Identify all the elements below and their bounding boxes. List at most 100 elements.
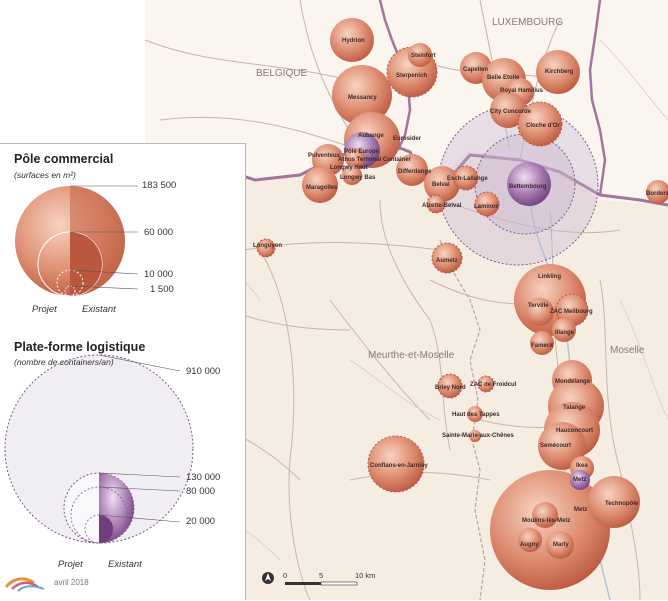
north-arrow-glyph xyxy=(265,573,271,581)
pole-sainte-marie xyxy=(469,430,481,442)
scale-tick-0: 0 xyxy=(283,571,287,580)
label-steinfort: Steinfort xyxy=(411,53,436,59)
label-technopole: Technopôle xyxy=(605,501,639,507)
agape-logo xyxy=(4,577,45,592)
legend-logistics-title: Plate-forme logistique xyxy=(14,340,146,354)
pole-fameck xyxy=(530,331,554,355)
label-bettembourg: Bettembourg xyxy=(509,184,547,190)
label-illange: Illange xyxy=(555,330,575,336)
country-luxembourg: LUXEMBOURG xyxy=(492,17,563,28)
label-city-concorde: City Concorde xyxy=(490,109,532,115)
label-fameck: Fameck xyxy=(531,343,554,349)
pole-metz xyxy=(490,470,610,590)
pole-city-concorde xyxy=(490,92,526,128)
label-cloche-dor: Cloche d'Or xyxy=(526,123,560,129)
pole-marly xyxy=(546,531,574,559)
pole-technopole xyxy=(588,476,640,528)
legend-commercial-title: Pôle commercial xyxy=(14,152,114,166)
legend-graphics xyxy=(4,185,194,544)
commercial-poles xyxy=(256,18,668,590)
label-briey-nord: Briey Nord xyxy=(435,385,466,391)
pole-terville xyxy=(526,298,554,326)
pole-cloche-dor xyxy=(517,101,563,147)
scale-bar: 0 5 10 km xyxy=(283,571,375,586)
pole-kirchberg xyxy=(536,50,580,94)
label-alzette-belval: Alzette-Belval xyxy=(422,203,462,209)
pole-augny xyxy=(518,528,542,552)
pole-steinfort xyxy=(408,43,432,67)
country-belgium: BELGIQUE xyxy=(256,68,307,79)
label-hydrion: Hydrion xyxy=(342,38,365,44)
pole-belval xyxy=(424,166,460,202)
pole-haut-des-tappes xyxy=(467,406,483,422)
label-belle-etoile: Belle Etoile xyxy=(487,75,520,81)
label-hauconcourt: Hauconcourt xyxy=(556,428,593,434)
label-kirchberg: Kirchberg xyxy=(545,69,574,75)
legend-logistics-existant: Existant xyxy=(108,559,142,570)
label-zac-froidcul: ZAC de Froidcul xyxy=(470,382,517,388)
label-terville: Terville xyxy=(528,303,549,309)
label-mondelange: Mondelange xyxy=(555,379,591,385)
label-belval: Belval xyxy=(432,182,450,188)
pole-bettembourg xyxy=(507,162,551,206)
legend-logistics-v3: 80 000 xyxy=(186,486,216,497)
neighbour-countries xyxy=(145,0,668,205)
pole-metz-log xyxy=(570,470,590,490)
label-messancy: Messancy xyxy=(348,95,377,101)
label-metz-log: Metz xyxy=(573,477,586,483)
label-linkling: Linkling xyxy=(538,274,561,280)
label-zac-meilbourg: ZAC Meilbourg xyxy=(550,309,593,315)
label-laminoir: Laminoir xyxy=(474,204,500,210)
legend-logistics-v4: 20 000 xyxy=(186,516,216,527)
label-metz: Metz xyxy=(574,507,587,513)
pole-borders xyxy=(646,180,668,204)
label-esch-lallange: Esch-Lallange xyxy=(447,176,488,182)
legend-logistics-v2: 130 000 xyxy=(186,472,221,483)
legend-commercial-v1: 183 500 xyxy=(142,180,177,191)
label-athus: Athus Terminal Container xyxy=(338,157,412,163)
label-augny: Augny xyxy=(520,542,539,548)
label-ikea: Ikea xyxy=(576,463,588,469)
pole-longuyon xyxy=(256,238,276,258)
label-royal-hamilius: Royal Hamilius xyxy=(500,88,544,94)
pole-briey-nord xyxy=(437,373,463,399)
label-sainte-marie: Sainte-Marie-aux-Chênes xyxy=(442,433,514,439)
region-moselle: Moselle xyxy=(610,345,645,356)
pole-conflans xyxy=(367,435,425,493)
label-sterpenich: Sterpenich xyxy=(396,73,427,79)
label-talange: Talange xyxy=(563,405,586,411)
credit-date: avril 2018 xyxy=(54,578,89,587)
label-marly: Marly xyxy=(553,542,569,548)
label-aubange: Aubange xyxy=(358,133,384,139)
pole-laminoir xyxy=(474,191,500,217)
legend-logistics-projet: Projet xyxy=(58,559,83,570)
legend-commercial-v3: 10 000 xyxy=(144,269,174,280)
label-moulins: Moulins-lès-Metz xyxy=(522,518,570,524)
pole-europe xyxy=(345,148,365,168)
pole-aumetz xyxy=(431,242,463,274)
place-labels: Hydrion Steinfort Sterpenich Capellen Belle … xyxy=(253,38,668,548)
legend-commercial-existant: Existant xyxy=(82,304,116,315)
pole-messancy xyxy=(332,65,392,125)
scale-tick-10: 10 km xyxy=(355,571,375,580)
legend-commercial-v4: 1 500 xyxy=(150,284,174,295)
scale-tick-5: 5 xyxy=(319,571,323,580)
pole-illange xyxy=(552,318,576,342)
lu-de-border xyxy=(588,0,607,196)
legend-logistics-subtitle: (nombre de containers/an) xyxy=(14,357,114,367)
legend-logistics-v1: 910 000 xyxy=(186,366,221,377)
region-meurthe: Meurthe-et-Moselle xyxy=(368,350,455,361)
pole-moulins xyxy=(532,502,558,528)
pole-esch-lallange xyxy=(453,165,479,191)
pole-alzette-belval xyxy=(426,194,446,214)
legend-commercial-subtitle: (surfaces en m²) xyxy=(14,170,76,180)
label-pulventeux: Pulventeux xyxy=(308,153,341,159)
pole-longwy-bas xyxy=(342,165,362,185)
label-longuyon: Longuyon xyxy=(253,243,282,249)
department-border xyxy=(439,239,486,600)
label-semecourt: Semécourt xyxy=(540,443,571,449)
label-eurosider: Eurosider xyxy=(393,136,422,142)
label-borders: Borders xyxy=(646,191,668,197)
label-capellen: Capellen xyxy=(463,67,488,73)
label-pole-europe: Pôle Europe xyxy=(344,149,380,155)
